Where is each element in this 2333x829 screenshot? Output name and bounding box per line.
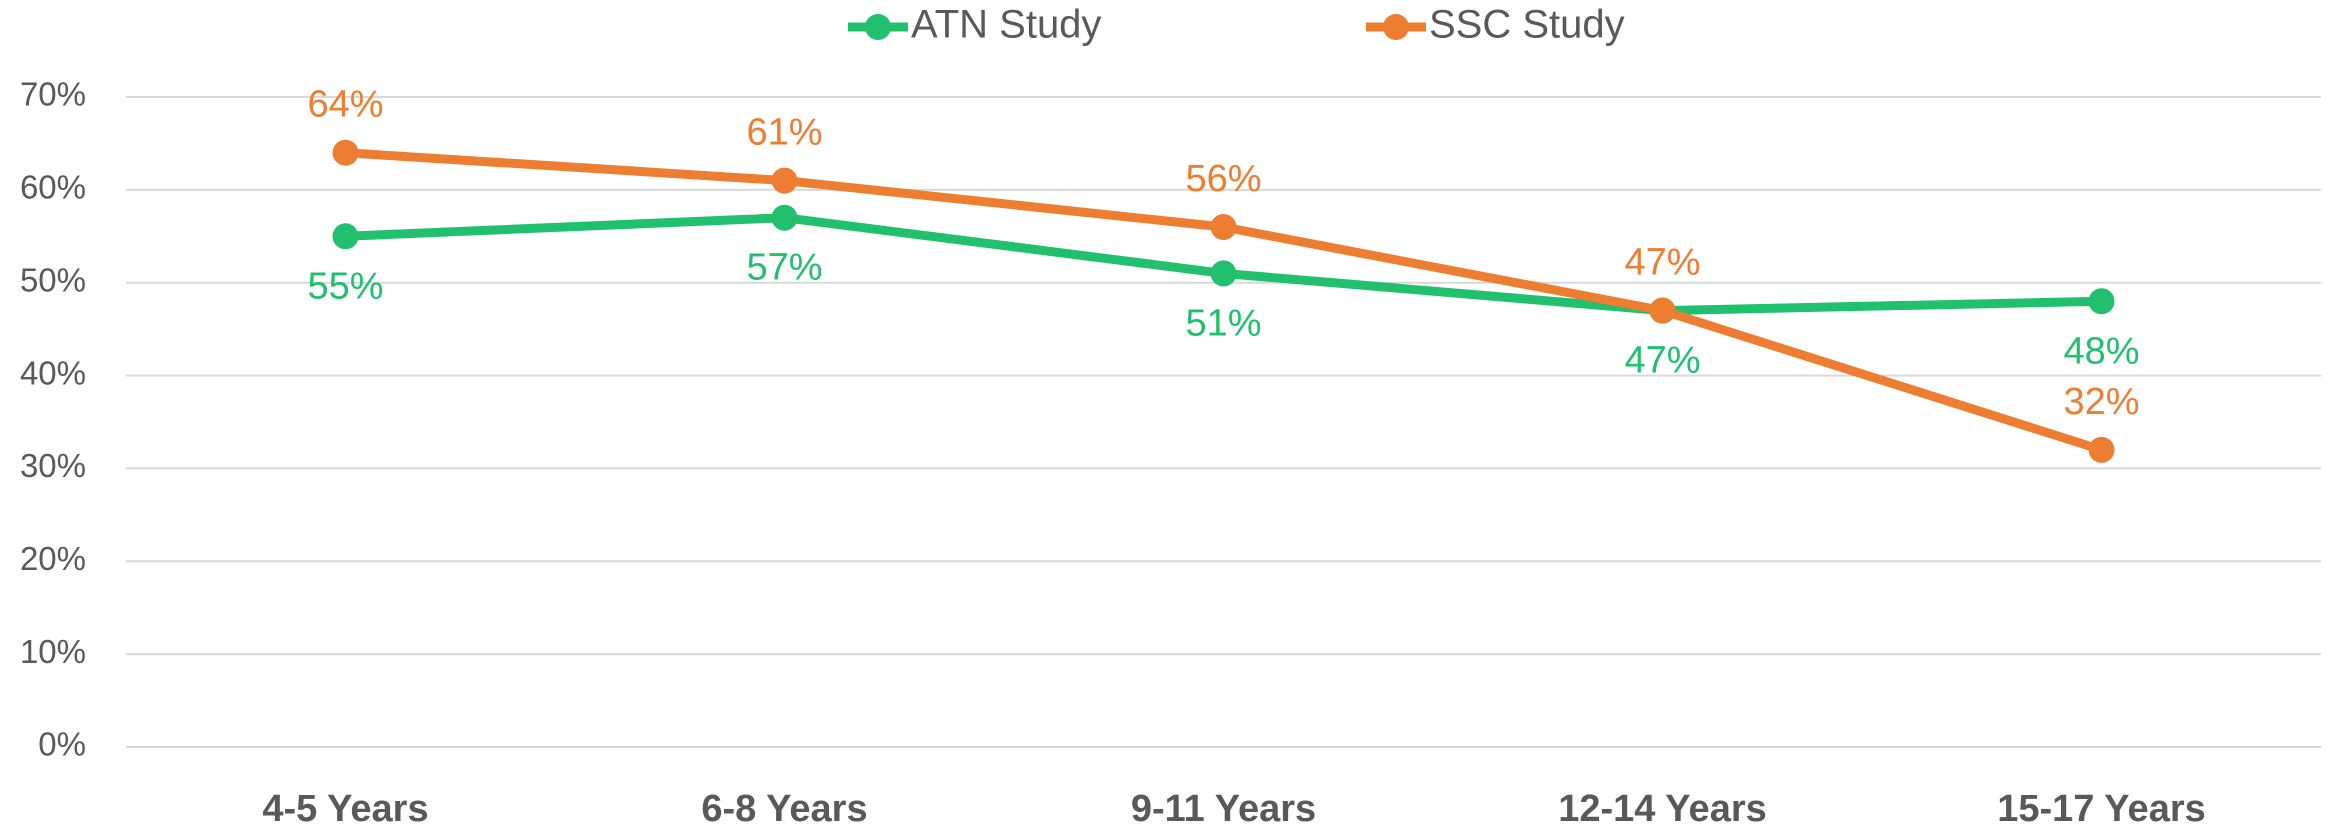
x-tick-label: 12-14 Years — [1558, 788, 1767, 829]
data-label: 61% — [746, 112, 822, 154]
point — [1210, 260, 1237, 287]
point — [2088, 288, 2115, 315]
y-tick-label: 20% — [20, 540, 86, 577]
point — [332, 139, 359, 166]
data-label: 47% — [1624, 340, 1700, 382]
point — [332, 223, 359, 250]
data-label: 32% — [2063, 381, 2139, 423]
legend-marker — [1383, 14, 1409, 40]
x-tick-label: 15-17 Years — [1997, 788, 2206, 829]
point — [2088, 436, 2115, 463]
y-tick-label: 70% — [20, 76, 86, 113]
legend-marker — [865, 14, 891, 40]
data-label: 48% — [2063, 330, 2139, 372]
data-label: 47% — [1624, 242, 1700, 284]
legend-label: ATN Study — [911, 3, 1101, 47]
x-tick-label: 4-5 Years — [262, 788, 428, 829]
data-label: 56% — [1185, 158, 1261, 200]
data-label: 57% — [746, 247, 822, 289]
x-tick-label: 9-11 Years — [1131, 788, 1316, 829]
y-tick-label: 0% — [38, 726, 86, 763]
legend-label: SSC Study — [1429, 3, 1625, 47]
data-label: 55% — [307, 265, 383, 307]
point — [771, 167, 798, 194]
y-tick-label: 60% — [20, 169, 86, 206]
point — [1649, 297, 1676, 324]
point — [1210, 214, 1237, 240]
y-tick-label: 40% — [20, 354, 86, 391]
data-label: 64% — [307, 84, 383, 126]
y-tick-label: 50% — [20, 261, 86, 298]
x-tick-label: 6-8 Years — [701, 788, 867, 829]
data-label: 51% — [1185, 302, 1261, 344]
y-tick-label: 10% — [20, 633, 86, 670]
y-tick-label: 30% — [20, 447, 86, 484]
point — [771, 204, 798, 231]
